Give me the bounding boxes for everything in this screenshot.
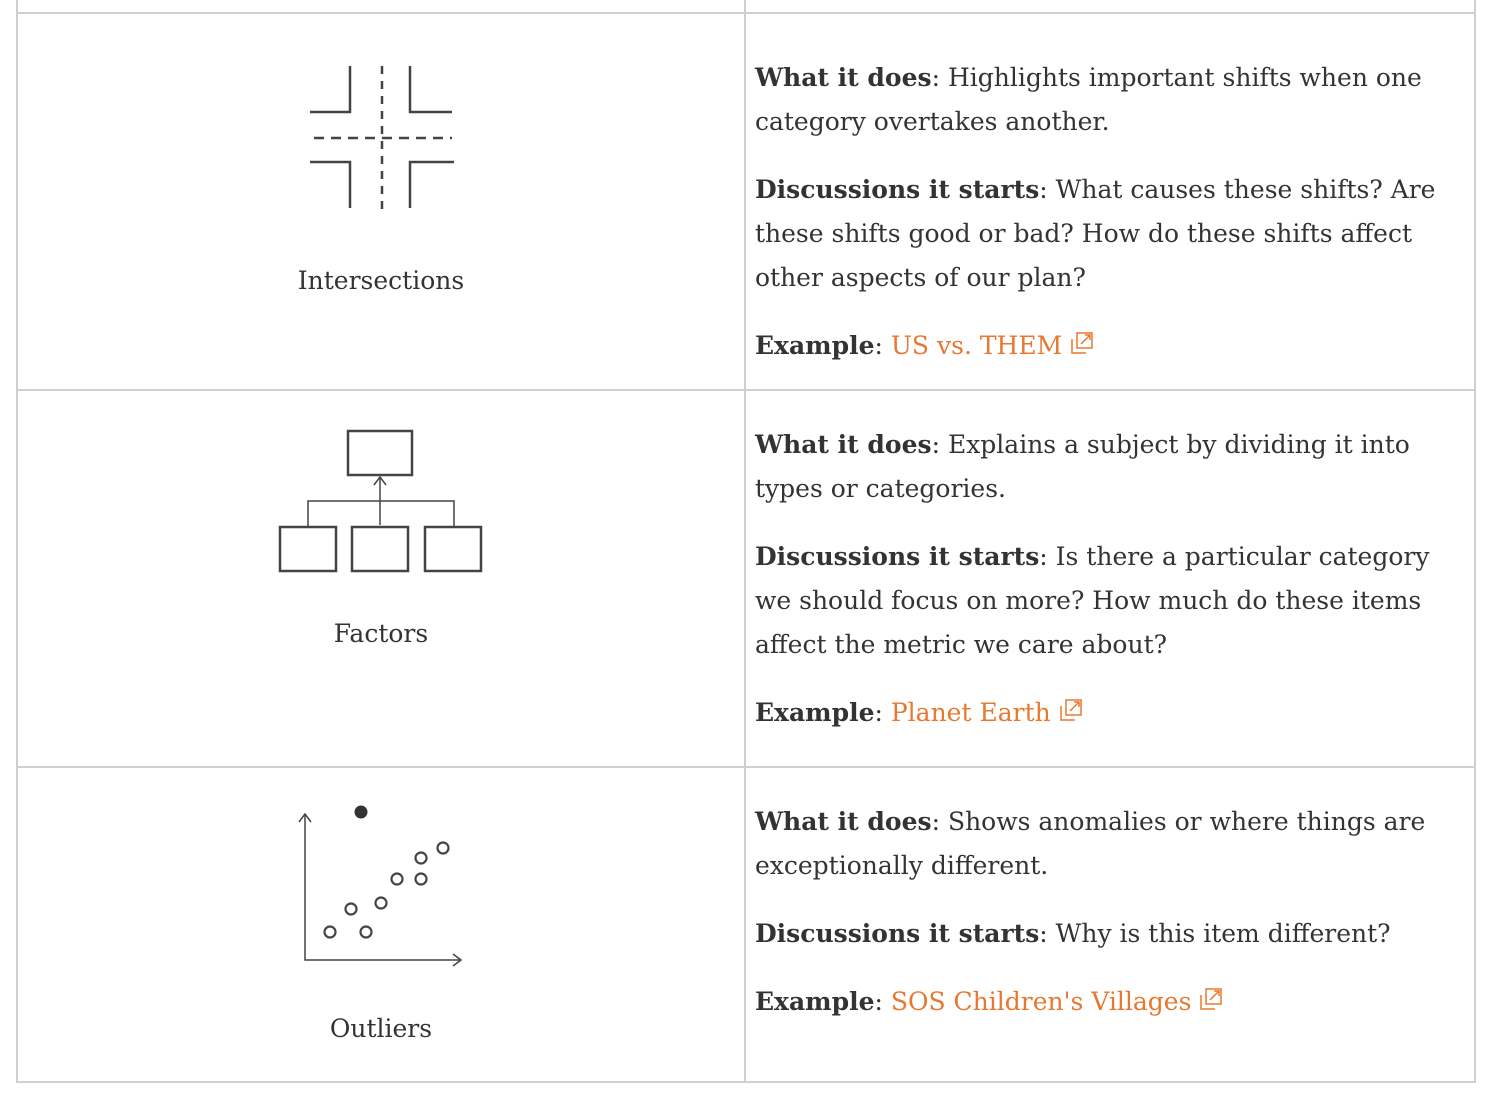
external-link-icon[interactable] — [1070, 331, 1094, 355]
icon-cell: Intersections — [16, 12, 746, 391]
disc-label: Discussions it starts — [754, 919, 1040, 948]
what-it-does: What it does: Highlights important shift… — [755, 56, 1464, 144]
example-label: Example — [754, 987, 875, 1016]
disc-text: : What causes these shifts? Are these sh… — [754, 175, 1436, 292]
example-label: Example — [754, 698, 875, 727]
discussions-it-starts: Discussions it starts: Why is this item … — [755, 912, 1464, 956]
what-it-does: What it does: Explains a subject by divi… — [755, 423, 1464, 511]
disc-text: : Is there a particular category we shou… — [754, 542, 1430, 659]
icon-caption: Intersections — [297, 266, 465, 295]
example-line: Example: US vs. THEM — [755, 324, 1464, 368]
discussions-it-starts: Discussions it starts: Is there a partic… — [755, 535, 1464, 667]
example-sep: : — [874, 331, 891, 360]
table-row-intersections: Intersections What it does: Highlights i… — [16, 12, 1477, 391]
icon-caption: Factors — [333, 619, 429, 648]
disc-text: : Why is this item different? — [1039, 919, 1391, 948]
what-text: : Shows anomalies or where things are ex… — [754, 807, 1426, 880]
example-label: Example — [754, 331, 875, 360]
description-cell: What it does: Shows anomalies or where t… — [743, 766, 1477, 1083]
what-label: What it does — [754, 807, 932, 836]
what-label: What it does — [754, 63, 932, 92]
description-cell: What it does: Explains a subject by divi… — [743, 389, 1477, 768]
outliers-icon — [18, 802, 744, 968]
example-line: Example: Planet Earth — [755, 691, 1464, 735]
what-label: What it does — [754, 430, 932, 459]
description-cell: What it does: Highlights important shift… — [743, 12, 1477, 391]
factors-icon — [18, 429, 744, 573]
discussions-it-starts: Discussions it starts: What causes these… — [755, 168, 1464, 300]
example-link[interactable]: SOS Children's Villages — [890, 987, 1192, 1016]
example-sep: : — [874, 698, 891, 727]
example-link[interactable]: Planet Earth — [890, 698, 1051, 727]
what-it-does: What it does: Shows anomalies or where t… — [755, 800, 1464, 888]
disc-label: Discussions it starts — [754, 175, 1040, 204]
what-text: : Highlights important shifts when one c… — [754, 63, 1422, 136]
icon-cell: Outliers — [16, 766, 746, 1083]
what-text: : Explains a subject by dividing it into… — [754, 430, 1410, 503]
icon-cell: Factors — [16, 389, 746, 768]
table-row-factors: Factors What it does: Explains a subject… — [16, 389, 1477, 768]
example-line: Example: SOS Children's Villages — [755, 980, 1464, 1024]
table-cell — [743, 0, 1477, 14]
intersections-icon — [18, 56, 744, 214]
example-sep: : — [874, 987, 891, 1016]
chart-types-table: Intersections What it does: Highlights i… — [16, 0, 1477, 1083]
table-cell — [16, 0, 746, 14]
icon-caption: Outliers — [329, 1014, 433, 1043]
disc-label: Discussions it starts — [754, 542, 1040, 571]
external-link-icon[interactable] — [1199, 987, 1223, 1011]
table-row-top-partial — [16, 0, 1477, 14]
example-link[interactable]: US vs. THEM — [890, 331, 1063, 360]
external-link-icon[interactable] — [1059, 698, 1083, 722]
table-row-outliers: Outliers What it does: Shows anomalies o… — [16, 766, 1477, 1083]
